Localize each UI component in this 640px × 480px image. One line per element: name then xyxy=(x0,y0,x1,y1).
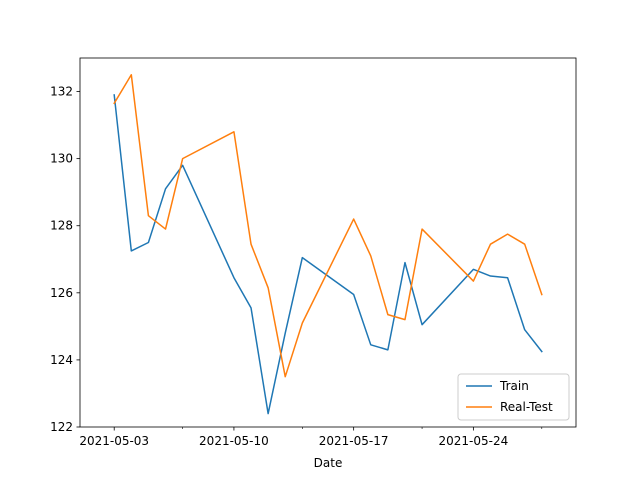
series-line-real-test xyxy=(113,74,543,378)
plot-area xyxy=(80,58,576,427)
series-line-train xyxy=(113,94,543,415)
x-tick-label: 2021-05-24 xyxy=(439,434,509,448)
series-lines xyxy=(113,74,543,415)
y-tick-label: 126 xyxy=(50,286,73,300)
y-tick-label: 128 xyxy=(50,219,73,233)
legend-label: Real-Test xyxy=(500,400,553,414)
plot-background xyxy=(80,58,576,427)
axes-frame xyxy=(79,57,577,428)
y-tick-label: 132 xyxy=(50,85,73,99)
y-tick-label: 130 xyxy=(50,152,73,166)
y-tick-label: 124 xyxy=(50,353,73,367)
x-axis-label: Date xyxy=(314,456,343,470)
x-tick-label: 2021-05-03 xyxy=(79,434,149,448)
legend: Train Real-Test xyxy=(457,373,570,421)
axes: 122 124 126 128 130 132 2021-05-03 2021-05-10 20… xyxy=(50,57,577,470)
legend-label: Train xyxy=(499,379,529,393)
x-tick-label: 2021-05-17 xyxy=(319,434,389,448)
x-tick-label: 2021-05-10 xyxy=(199,434,269,448)
y-tick-label: 122 xyxy=(50,420,73,434)
